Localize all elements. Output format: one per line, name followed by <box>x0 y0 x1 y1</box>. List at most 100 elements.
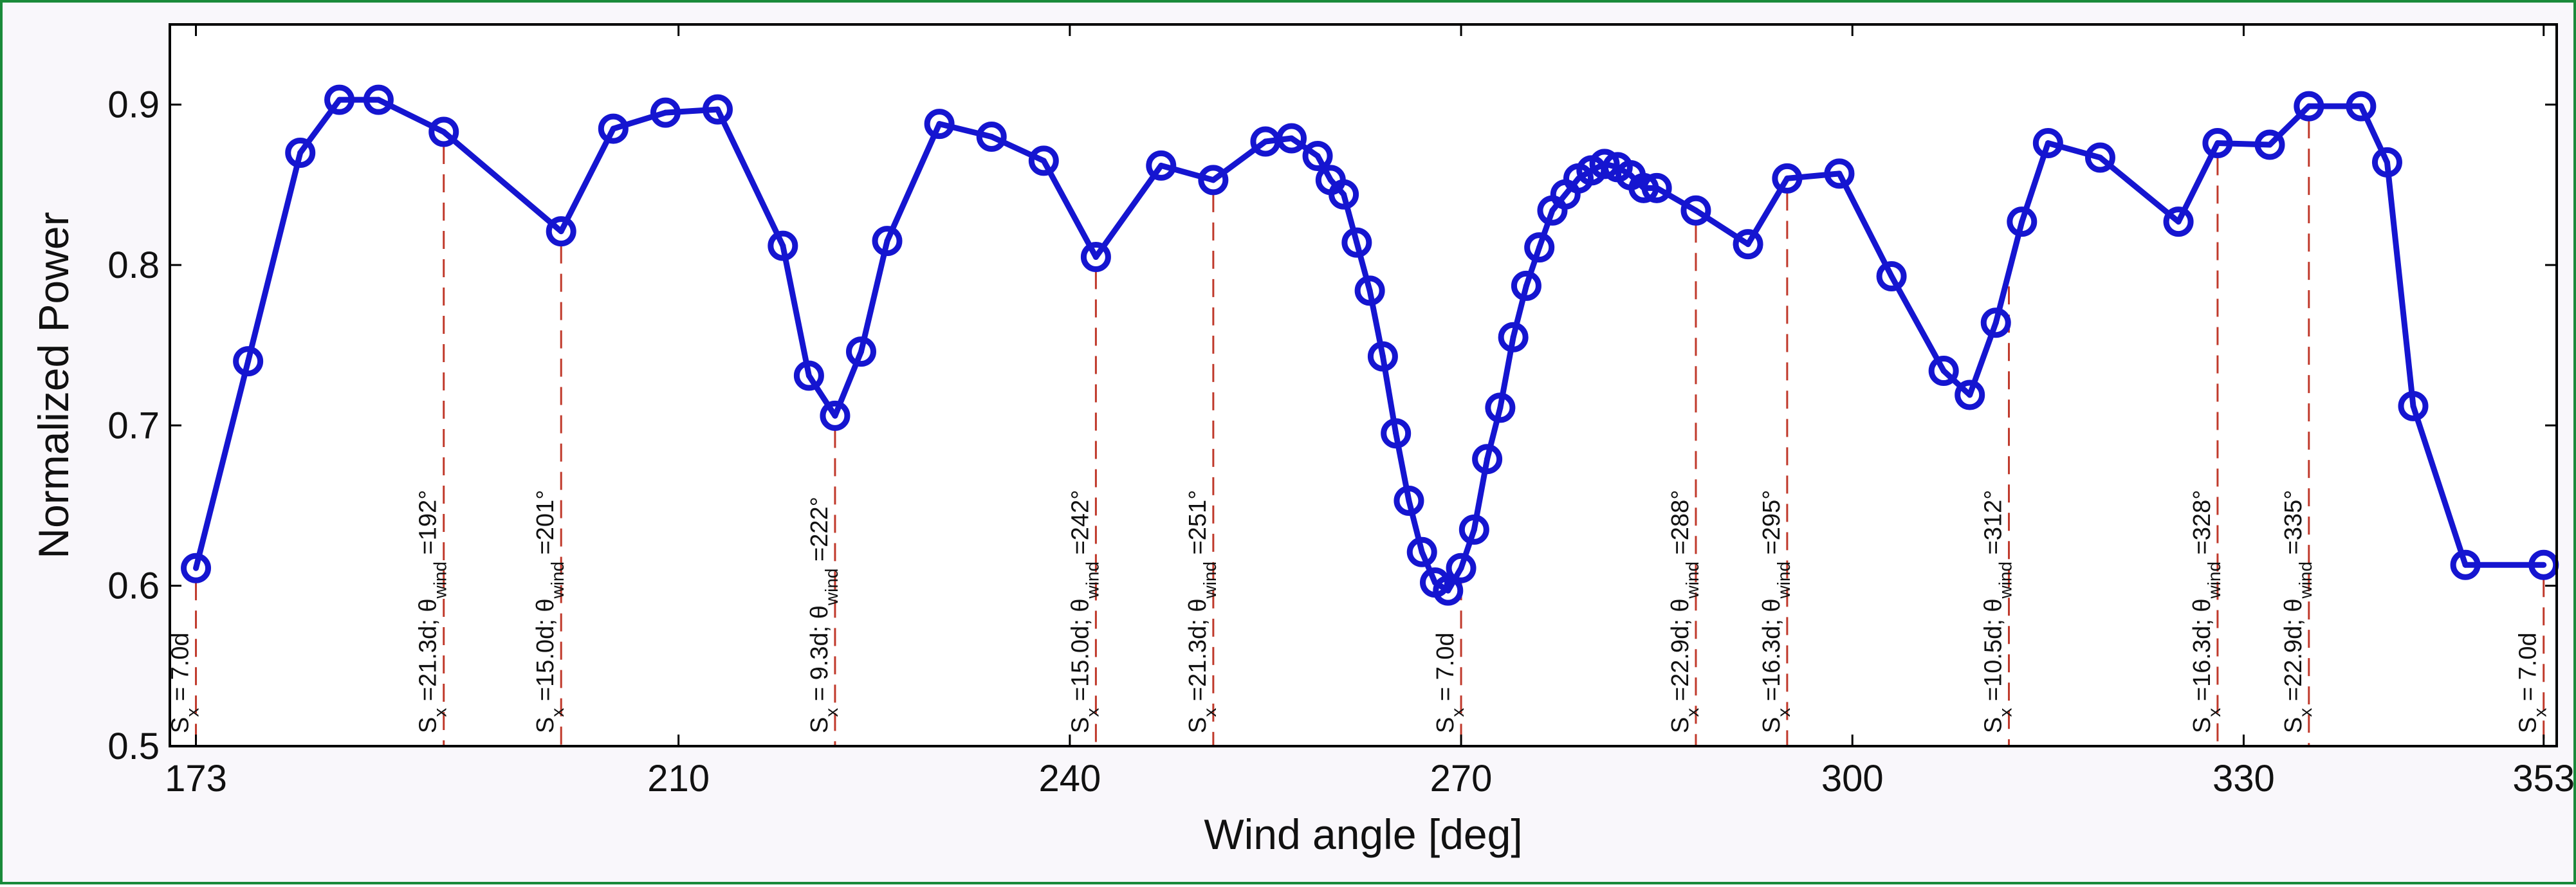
data-point <box>598 113 629 144</box>
y-tick-label: 0.7 <box>107 405 160 446</box>
data-point <box>793 360 824 391</box>
data-point <box>324 84 355 115</box>
data-point <box>924 109 955 140</box>
data-point <box>650 97 681 128</box>
series-line-segment <box>1940 368 1973 398</box>
annotation-label: Sx =22.9d; θwind =335° <box>2280 490 2315 733</box>
data-point <box>2346 91 2377 122</box>
data-point <box>1381 418 1412 449</box>
data-point <box>1980 307 2011 338</box>
data-point <box>1511 270 1541 301</box>
series-line-segment <box>558 125 616 235</box>
data-point <box>1394 486 1424 517</box>
data-point <box>181 553 212 583</box>
y-axis-label: Normalized Power <box>30 212 77 558</box>
data-point <box>1276 123 1307 154</box>
data-point <box>2084 142 2115 173</box>
x-tick-label: 270 <box>1430 758 1493 800</box>
annotation-label: Sx =10.5d; θwind =312° <box>1980 490 2016 733</box>
series-line-segment <box>1484 405 1504 462</box>
data-point <box>1680 195 1711 226</box>
series-line-segment <box>610 109 668 132</box>
series-line-segment <box>2214 140 2273 148</box>
plot-area <box>170 24 2557 746</box>
x-tick-label: 210 <box>647 758 710 800</box>
plot-frame <box>169 23 2558 747</box>
y-axis: 0.5 0.6 0.7 0.8 0.9 <box>107 84 2557 767</box>
data-point <box>1354 275 1385 306</box>
series-line-segment <box>1888 273 1947 374</box>
annotation-label: Sx =15.0d; θwind =201° <box>532 490 567 733</box>
data-point <box>1589 149 1620 179</box>
y-tick-label: 0.6 <box>107 565 160 607</box>
data-point <box>1458 514 1489 545</box>
annotation-label: Sx =15.0d; θwind =242° <box>1067 490 1102 733</box>
series-line-segment <box>1092 162 1164 261</box>
data-point <box>1733 229 1763 260</box>
data-point <box>1329 179 1359 210</box>
data-point <box>1772 163 1803 194</box>
annotation-label: Sx = 9.3d; θwind =222° <box>806 497 842 733</box>
series-line-segment <box>1406 498 1425 555</box>
series-line-segment <box>1040 158 1099 261</box>
data-point <box>2371 147 2402 178</box>
data-point <box>1080 242 1111 273</box>
series-line-segment <box>1992 219 2025 326</box>
data-point <box>363 84 394 115</box>
data-point <box>428 116 459 147</box>
series-line-segment <box>2410 403 2469 568</box>
x-tick-label: 240 <box>1038 758 1101 800</box>
data-point <box>1367 341 1398 372</box>
data-point <box>2254 129 2285 160</box>
data-point <box>1498 322 1529 352</box>
series-line-segment <box>2097 154 2182 225</box>
series-line-segment <box>1653 185 1699 214</box>
series-line-segment <box>2045 140 2103 161</box>
data-point <box>845 336 876 367</box>
data-point <box>2163 206 2194 237</box>
data-point <box>2007 206 2038 237</box>
data-point <box>1876 261 1907 291</box>
series-line-segment <box>936 121 995 140</box>
x-axis-label: Wind angle [deg] <box>1204 810 1522 858</box>
data-point <box>1446 553 1477 583</box>
data-point <box>976 122 1007 152</box>
series-line-segment <box>245 149 304 365</box>
series-line-segment <box>714 106 786 249</box>
y-tick-label: 0.5 <box>107 726 160 767</box>
x-tick-label: 173 <box>165 758 227 800</box>
x-tick-label: 330 <box>2213 758 2275 800</box>
data-point <box>1641 172 1672 203</box>
data-point <box>2202 128 2233 159</box>
chart: Sx = 7.0d Sx =21.3d; θwind =192° Sx =15.0d… <box>30 23 2575 858</box>
series-line-segment <box>1628 172 1647 191</box>
x-axis: 173 210 240 270 300 330 353 <box>165 24 2575 800</box>
series-line-segment <box>662 106 721 116</box>
data-point <box>2032 128 2063 159</box>
data-point <box>1198 165 1229 196</box>
series-line-segment <box>805 372 838 419</box>
data-point <box>1524 232 1555 263</box>
annotation-label: Sx =21.3d; θwind =251° <box>1184 490 1220 733</box>
data-point <box>1302 140 1333 171</box>
series-line-segment <box>1510 282 1529 340</box>
data-point <box>1433 575 1464 606</box>
series-line-segment <box>193 358 252 571</box>
series-line-segment <box>1536 207 1556 251</box>
annotation-layer: Sx = 7.0d Sx =21.3d; θwind =192° Sx =15.0d… <box>167 120 2550 746</box>
annotation-label: Sx =16.3d; θwind =295° <box>1758 490 1794 733</box>
series-line-segment <box>858 238 890 355</box>
data-point <box>285 137 316 168</box>
series-line-segment <box>1288 135 1321 159</box>
data-point <box>1406 536 1437 567</box>
data-point <box>546 216 576 247</box>
data-point <box>233 346 264 377</box>
series-line-segment <box>441 129 564 235</box>
data-point <box>1341 227 1372 258</box>
annotation-label: Sx = 7.0d <box>2515 632 2550 733</box>
data-point <box>1146 150 1177 181</box>
data-point <box>1028 145 1059 176</box>
series-line-segment <box>2267 103 2312 148</box>
data-point <box>1824 158 1855 189</box>
